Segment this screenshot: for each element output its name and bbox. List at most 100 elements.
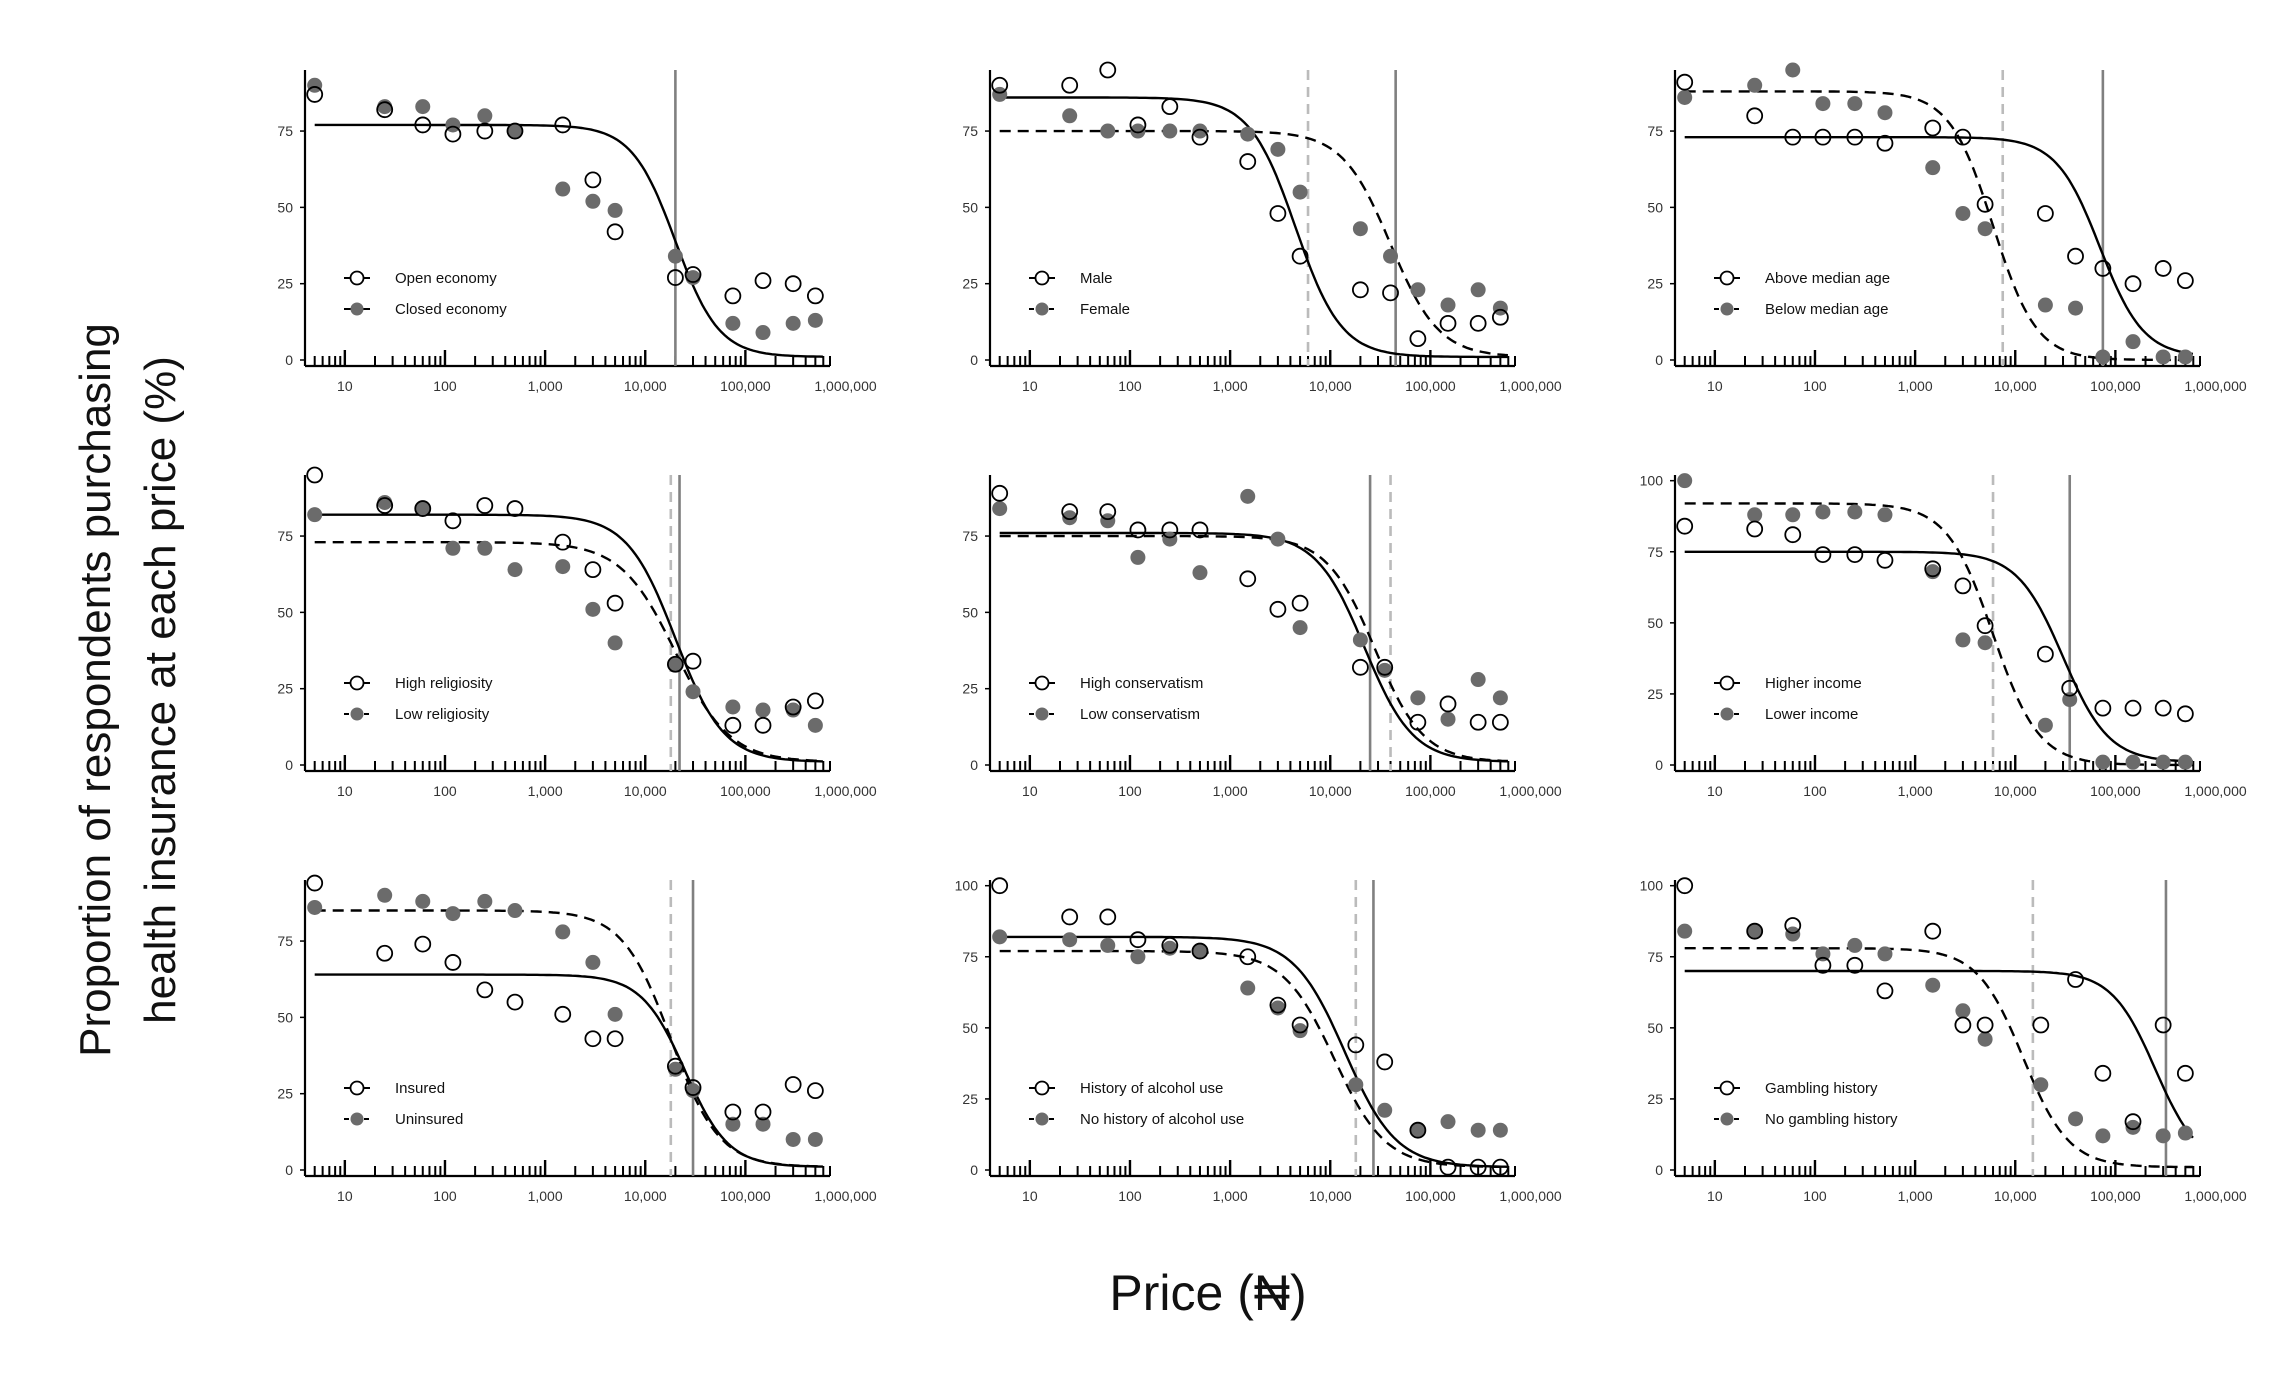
data-point bbox=[1677, 473, 1693, 489]
data-point bbox=[1676, 517, 1694, 535]
y-tick-label: 25 bbox=[1647, 1091, 1663, 1107]
x-tick-label: 1,000,000 bbox=[2184, 378, 2246, 394]
y-tick-label: 0 bbox=[285, 1162, 293, 1178]
fit-curve bbox=[999, 935, 1508, 1168]
y-tick-label: 0 bbox=[1655, 1162, 1663, 1178]
data-point bbox=[415, 501, 431, 517]
data-point bbox=[1746, 922, 1764, 940]
data-point bbox=[554, 1005, 572, 1023]
data-point bbox=[444, 512, 462, 530]
data-point bbox=[607, 1006, 623, 1022]
data-point bbox=[1491, 713, 1509, 731]
y-tick-label: 25 bbox=[962, 276, 978, 292]
x-tick-label: 100,000 bbox=[2090, 783, 2141, 799]
data-point bbox=[606, 223, 624, 241]
y-tick-label: 50 bbox=[1647, 1020, 1663, 1036]
y-tick-label: 50 bbox=[1647, 199, 1663, 215]
data-point bbox=[2176, 272, 2194, 290]
data-point bbox=[1877, 507, 1893, 523]
data-point bbox=[1492, 1122, 1508, 1138]
legend-marker bbox=[1035, 1112, 1049, 1126]
y-tick-label: 75 bbox=[962, 123, 978, 139]
data-point bbox=[376, 944, 394, 962]
data-point bbox=[307, 507, 323, 523]
data-point bbox=[1469, 713, 1487, 731]
data-point bbox=[1291, 594, 1309, 612]
legend-label: No history of alcohol use bbox=[1080, 1111, 1244, 1128]
fit-curve bbox=[1684, 947, 2193, 1169]
data-point bbox=[1191, 521, 1209, 539]
y-tick-label: 0 bbox=[285, 757, 293, 773]
x-tick-label: 1,000,000 bbox=[2184, 1188, 2246, 1204]
data-point bbox=[585, 193, 601, 209]
data-point bbox=[414, 116, 432, 134]
data-point bbox=[666, 655, 684, 673]
legend-marker bbox=[1720, 707, 1734, 721]
data-point bbox=[1677, 923, 1693, 939]
data-point bbox=[1291, 247, 1309, 265]
data-point bbox=[806, 692, 824, 710]
data-point bbox=[1292, 184, 1308, 200]
data-point bbox=[725, 699, 741, 715]
y-tick-label: 50 bbox=[962, 199, 978, 215]
data-point bbox=[1924, 560, 1942, 578]
chart-panel: 0 25 50 75 10 100 1,000 10,000 100,000 1,000,000 H… bbox=[277, 466, 877, 799]
y-tick-label: 75 bbox=[962, 528, 978, 544]
data-point bbox=[1192, 943, 1208, 959]
data-point bbox=[685, 684, 701, 700]
data-point bbox=[806, 1082, 824, 1100]
data-point bbox=[2155, 349, 2171, 365]
data-point bbox=[1192, 565, 1208, 581]
x-tick-label: 100,000 bbox=[1405, 378, 1456, 394]
data-point bbox=[2094, 699, 2112, 717]
legend-label: History of alcohol use bbox=[1080, 1080, 1223, 1097]
x-tick-label: 100 bbox=[433, 378, 457, 394]
data-point bbox=[1746, 107, 1764, 125]
data-point bbox=[1470, 282, 1486, 298]
legend-label: Insured bbox=[395, 1080, 445, 1097]
data-point bbox=[2037, 717, 2053, 733]
data-point bbox=[2154, 1016, 2172, 1034]
data-point bbox=[476, 122, 494, 140]
data-point bbox=[2036, 645, 2054, 663]
legend-marker bbox=[350, 1112, 364, 1126]
x-tick-label: 100 bbox=[1803, 378, 1827, 394]
data-point bbox=[506, 122, 524, 140]
data-point bbox=[2095, 1128, 2111, 1144]
x-tick-label: 100,000 bbox=[1405, 783, 1456, 799]
data-point bbox=[2061, 679, 2079, 697]
legend-label: High conservatism bbox=[1080, 675, 1203, 692]
data-point bbox=[992, 86, 1008, 102]
x-tick-label: 10,000 bbox=[1994, 1188, 2037, 1204]
data-point bbox=[1347, 1036, 1365, 1054]
data-point bbox=[1410, 282, 1426, 298]
data-point bbox=[1676, 877, 1694, 895]
data-point bbox=[1239, 153, 1257, 170]
data-point bbox=[1924, 922, 1942, 940]
data-point bbox=[1469, 314, 1487, 332]
data-point bbox=[1676, 73, 1694, 91]
legend-marker bbox=[1719, 675, 1735, 691]
data-point bbox=[2068, 300, 2084, 316]
data-point bbox=[555, 181, 571, 197]
y-tick-label: 25 bbox=[277, 1086, 293, 1102]
data-point bbox=[1977, 635, 1993, 651]
data-point bbox=[607, 202, 623, 218]
x-tick-label: 10,000 bbox=[624, 378, 667, 394]
data-point bbox=[415, 893, 431, 909]
legend-marker bbox=[1034, 270, 1050, 286]
data-point bbox=[555, 559, 571, 575]
data-point bbox=[1470, 672, 1486, 688]
data-point bbox=[2125, 754, 2141, 770]
data-point bbox=[1877, 946, 1893, 962]
data-point bbox=[1846, 546, 1864, 564]
data-point bbox=[1491, 308, 1509, 326]
data-point bbox=[1062, 932, 1078, 948]
data-point bbox=[1440, 1114, 1456, 1130]
legend-marker bbox=[350, 302, 364, 316]
data-point bbox=[2177, 349, 2193, 365]
legend-marker bbox=[349, 270, 365, 286]
data-point bbox=[991, 76, 1009, 94]
data-point bbox=[1492, 690, 1508, 706]
